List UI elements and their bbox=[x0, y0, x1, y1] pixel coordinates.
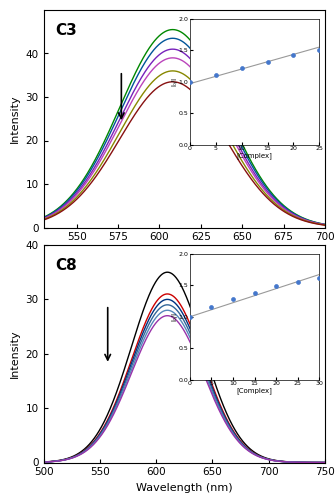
Y-axis label: Intensity: Intensity bbox=[10, 94, 20, 143]
X-axis label: Wavelength (nm): Wavelength (nm) bbox=[136, 483, 232, 493]
Text: C3: C3 bbox=[55, 23, 77, 38]
Y-axis label: Intensity: Intensity bbox=[10, 330, 20, 378]
X-axis label: Wavelength (nm): Wavelength (nm) bbox=[136, 248, 232, 258]
Text: C8: C8 bbox=[55, 258, 77, 273]
